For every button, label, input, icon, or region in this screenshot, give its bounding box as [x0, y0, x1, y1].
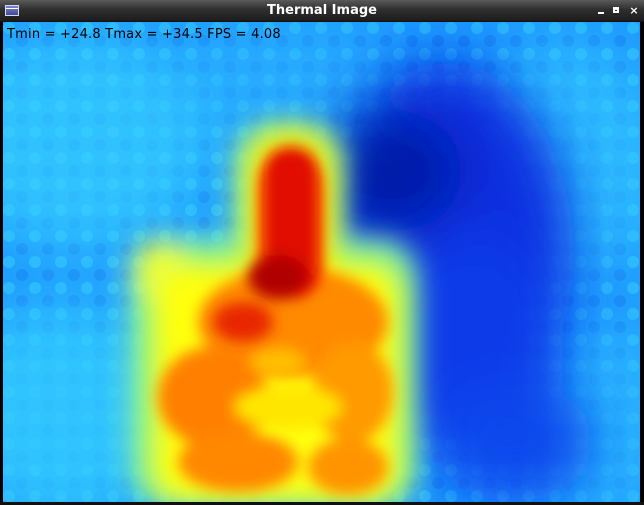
window-title: Thermal Image: [267, 3, 377, 18]
inner-yellow: [233, 348, 343, 429]
thermal-image-canvas: Tmin = +24.8 Tmax = +34.5 FPS = 4.08: [3, 22, 640, 502]
close-icon: ×: [629, 4, 639, 17]
close-button[interactable]: ×: [627, 4, 641, 18]
minimize-icon: [598, 12, 604, 14]
minimize-button[interactable]: [594, 4, 608, 18]
title-bar[interactable]: Thermal Image ×: [0, 0, 644, 22]
thermal-heatmap: [3, 22, 640, 502]
window-menu-icon[interactable]: [5, 5, 19, 16]
window-bottom-border: [0, 502, 644, 505]
maximize-icon: [613, 7, 619, 13]
hottest-core: [213, 147, 317, 342]
temperature-readout: Tmin = +24.8 Tmax = +34.5 FPS = 4.08: [7, 27, 281, 42]
maximize-button[interactable]: [610, 4, 624, 18]
